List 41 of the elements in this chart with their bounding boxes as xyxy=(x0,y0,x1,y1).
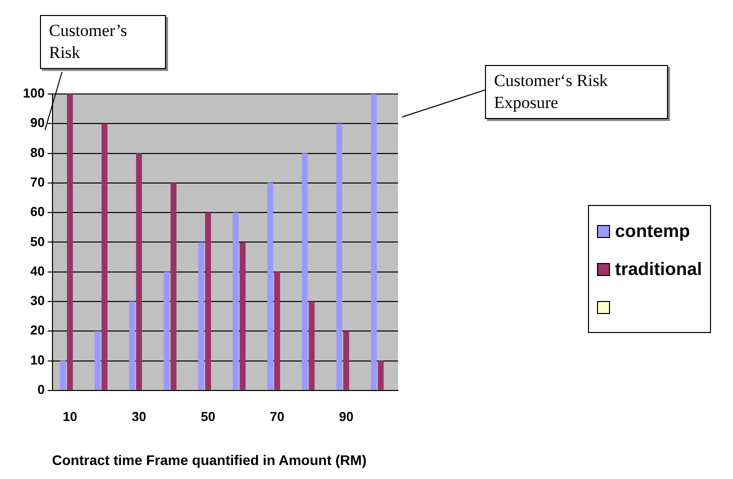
bar xyxy=(274,272,280,390)
legend-label: traditional xyxy=(614,258,702,280)
bar xyxy=(343,331,350,390)
text: Customer’s Risk xyxy=(40,15,166,69)
bar xyxy=(67,94,73,390)
bar xyxy=(308,301,315,390)
y-tick-label: 60 xyxy=(30,204,45,220)
x-tick-label: 70 xyxy=(270,408,284,424)
y-tick-label: 10 xyxy=(30,352,45,368)
x-tick-label: 90 xyxy=(338,408,354,424)
bar xyxy=(198,242,204,390)
y-tick-label: 80 xyxy=(30,144,45,160)
bar xyxy=(302,153,308,390)
bar xyxy=(378,360,384,390)
bar xyxy=(129,301,136,390)
bar xyxy=(94,331,101,390)
y-tick-label: 40 xyxy=(30,263,45,278)
bar xyxy=(136,153,142,390)
y-tick-label: 30 xyxy=(30,293,45,308)
bar xyxy=(267,182,274,390)
bar xyxy=(336,124,342,390)
bar xyxy=(164,272,170,390)
x-tick-label: 10 xyxy=(62,408,78,424)
bar xyxy=(170,182,176,390)
y-tick-label: 100 xyxy=(22,86,45,101)
text: Customer‘s Risk Exposure xyxy=(485,65,668,119)
bar xyxy=(205,212,212,390)
y-tick-label: 0 xyxy=(37,382,45,397)
y-tick-label: 70 xyxy=(30,174,45,190)
y-tick-label: 50 xyxy=(30,234,45,249)
y-tick-label: 20 xyxy=(30,322,45,338)
bar xyxy=(370,94,377,390)
bar xyxy=(240,242,246,390)
x-axis-title: Contract time Frame quantified in Amount (RM) xyxy=(52,452,366,468)
x-tick-label: 30 xyxy=(132,408,146,424)
legend-label: contemp xyxy=(614,220,692,243)
bar xyxy=(232,212,239,390)
y-tick-label: 90 xyxy=(30,115,45,130)
bar xyxy=(60,360,66,390)
x-tick-label: 50 xyxy=(200,408,216,424)
bar xyxy=(102,124,108,390)
